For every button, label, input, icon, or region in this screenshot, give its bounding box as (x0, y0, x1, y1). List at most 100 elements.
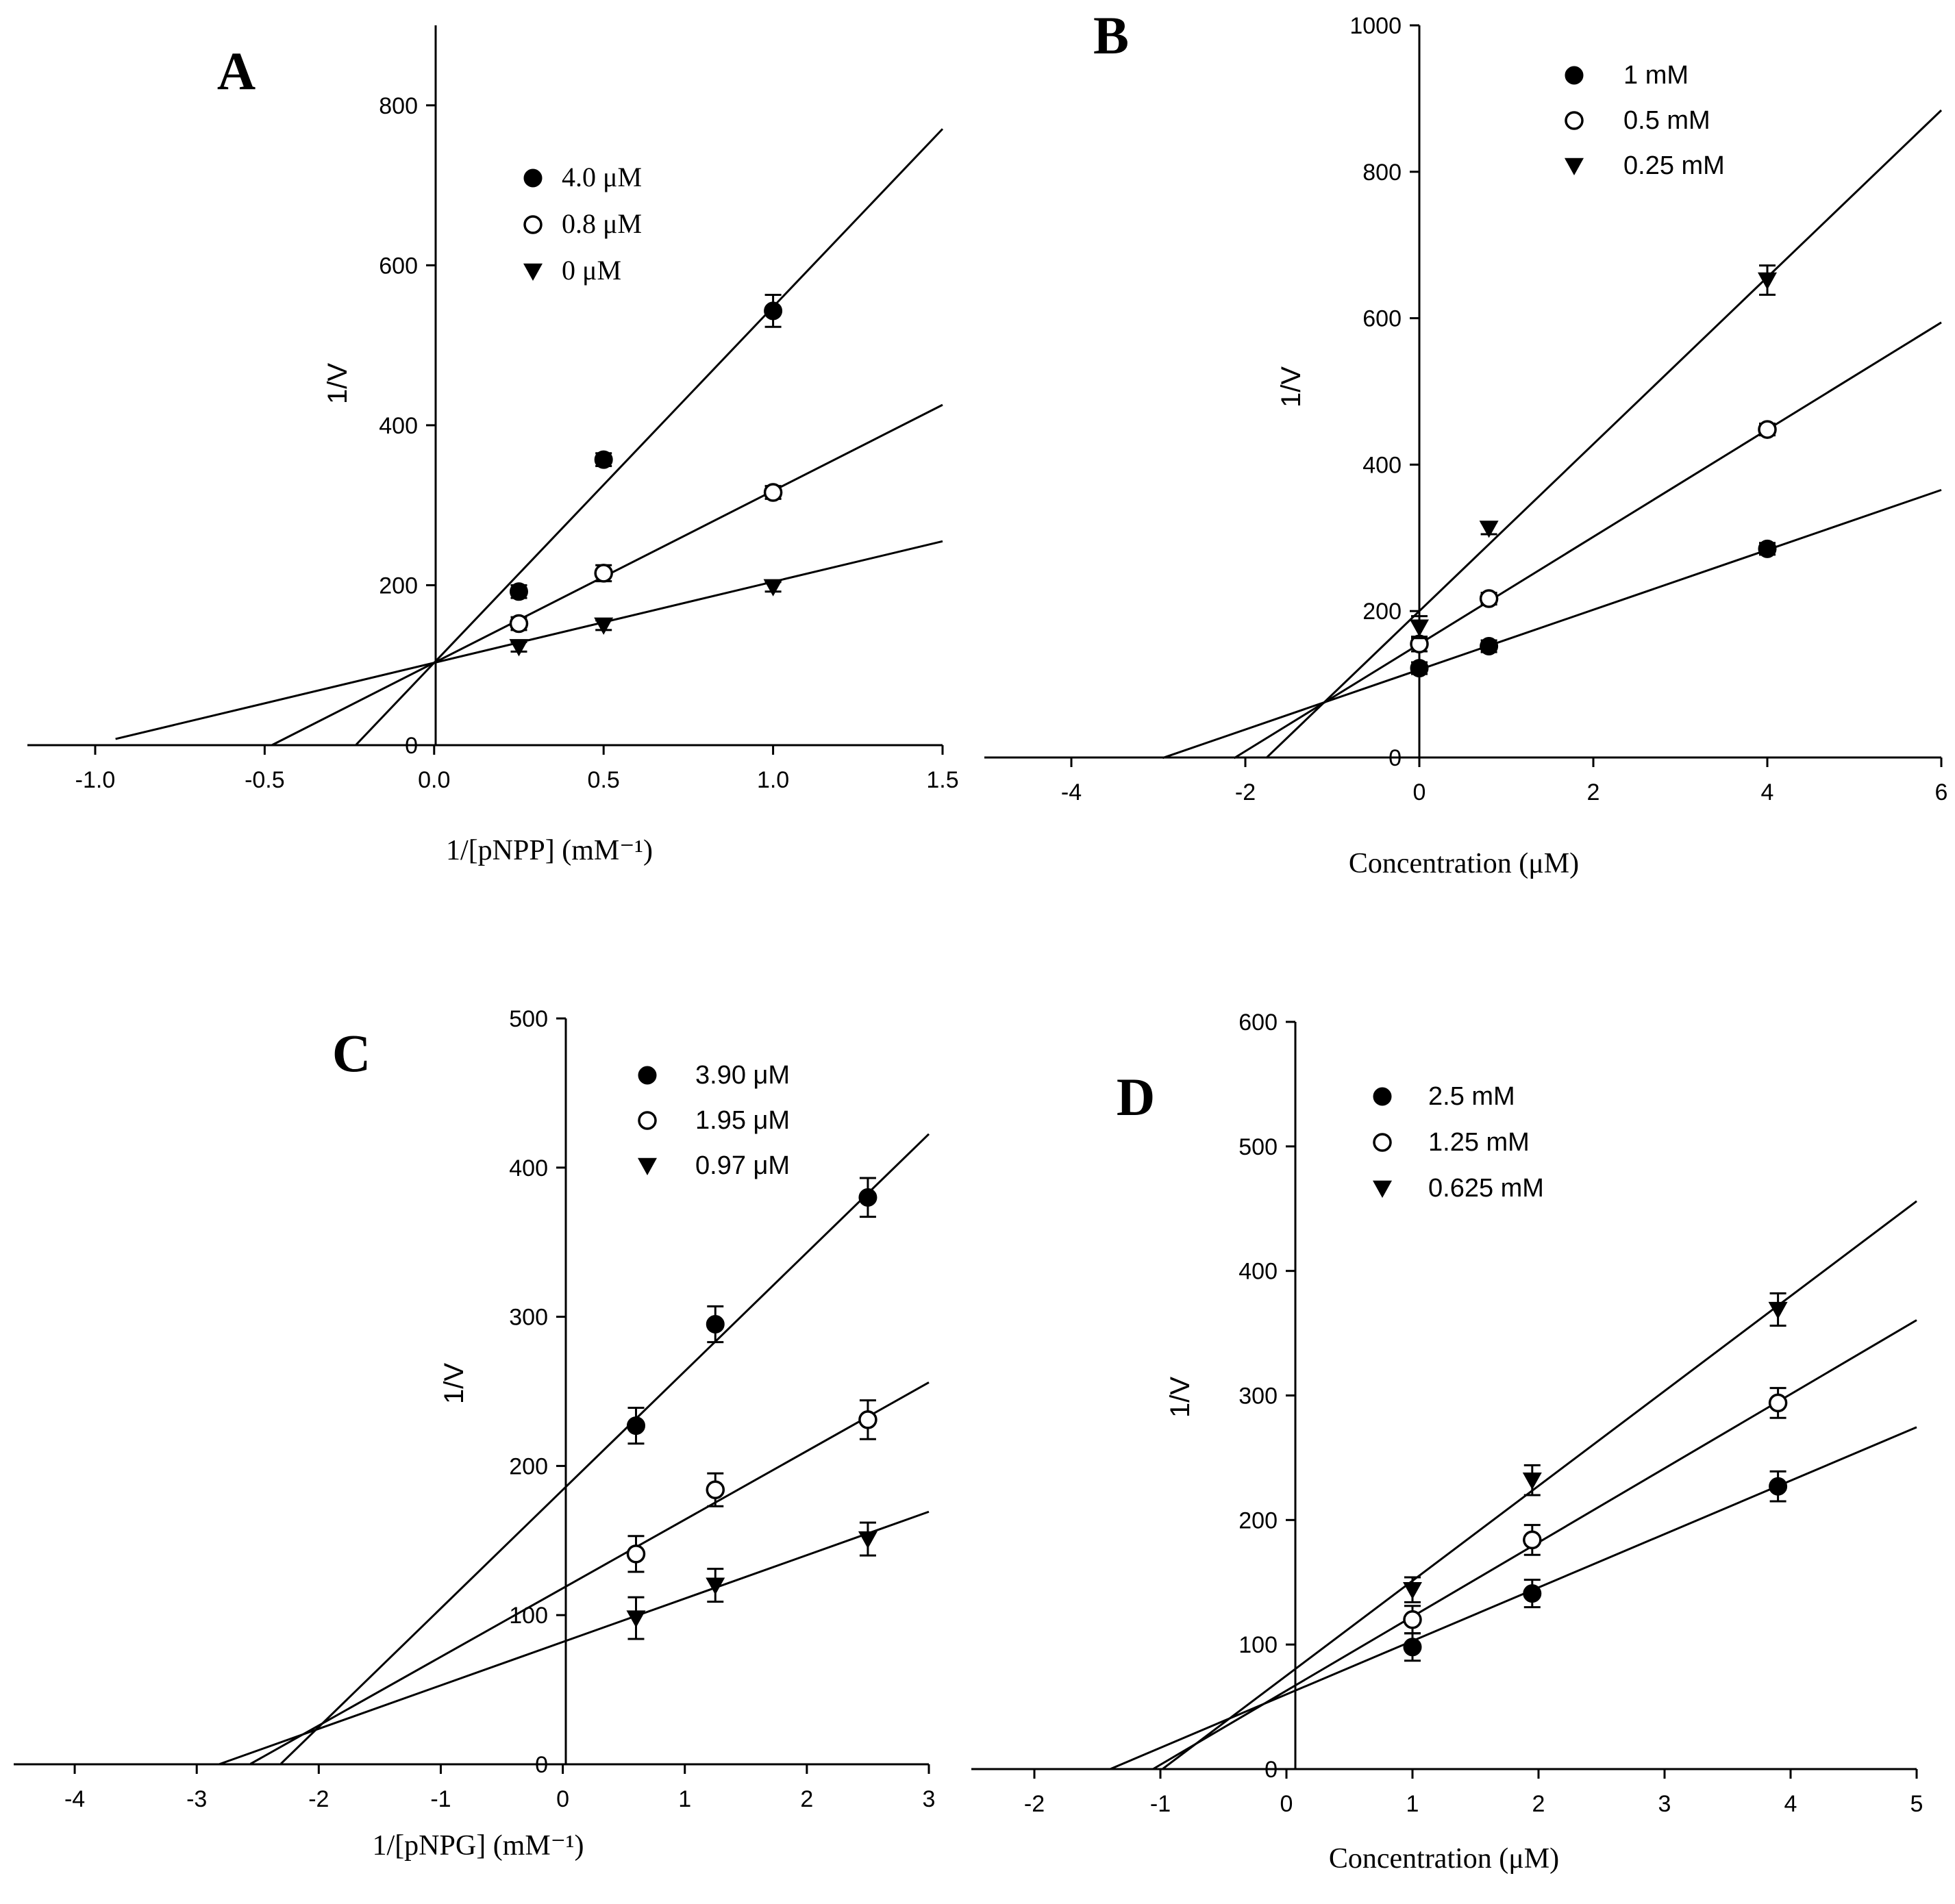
y-tick-label: 0 (535, 1752, 548, 1778)
y-tick-label: 300 (1238, 1383, 1278, 1410)
data-point (1768, 1301, 1788, 1320)
y-axis-title: 1/V (439, 1363, 469, 1404)
x-axis-title: 1/[pNPP] (mM⁻¹) (446, 835, 653, 866)
data-point (858, 1531, 877, 1549)
series-2: 0.8 μM (271, 208, 943, 747)
series-1: 3.90 μM (280, 1061, 930, 1765)
x-tick-label: -2 (1024, 1791, 1045, 1817)
y-tick-label: 800 (1362, 160, 1402, 186)
data-point (1758, 420, 1777, 439)
fit-line (280, 1133, 930, 1765)
data-point (1758, 539, 1777, 558)
series-1: 4.0 μM (355, 128, 944, 746)
panel-D: -2 -1 0 1 2 3 4 5 0 100 200 300 400 500 600 Concentrati… (971, 1010, 1923, 1875)
fit-line (115, 540, 943, 740)
data-point (858, 1410, 877, 1429)
panel-letter: B (1093, 5, 1129, 65)
x-tick-label: 2 (800, 1786, 813, 1812)
x-tick-label: -2 (1235, 779, 1256, 805)
x-tick-label: 1.5 (926, 767, 958, 793)
data-point (594, 617, 614, 635)
y-tick-label: 500 (1238, 1134, 1278, 1160)
y-tick-label: 400 (1238, 1259, 1278, 1285)
legend-label: 3.90 μM (695, 1061, 790, 1090)
x-tick-label: 4 (1784, 1791, 1797, 1817)
x-tick-label: 1 (678, 1786, 691, 1812)
x-tick-label: -1 (430, 1786, 451, 1812)
legend-label: 2.5 mM (1428, 1082, 1515, 1111)
data-point (764, 301, 783, 321)
panel-letter: D (1117, 1067, 1155, 1127)
x-tick-label: 3 (923, 1786, 936, 1812)
y-tick-label: 200 (1362, 599, 1402, 625)
data-point (1523, 1530, 1542, 1550)
data-point (594, 450, 613, 469)
x-tick-label: -3 (186, 1786, 207, 1812)
legend-marker (1565, 66, 1584, 85)
legend-marker (1565, 111, 1584, 130)
data-point (1768, 1393, 1788, 1413)
data-point (1410, 619, 1429, 637)
data-point (509, 614, 529, 634)
data-point (763, 483, 783, 502)
data-point (1403, 1610, 1422, 1629)
series-1: 1 mM (1162, 61, 1942, 760)
data-point (706, 1480, 725, 1499)
y-tick-label: 200 (1238, 1507, 1278, 1533)
legend-label: 0.5 mM (1623, 106, 1710, 135)
data-point (706, 1577, 725, 1595)
y-axis-title: 1/V (323, 363, 353, 404)
y-tick-label: 200 (509, 1453, 548, 1479)
legend-marker (1565, 158, 1584, 175)
series-3: 0 μM (115, 255, 943, 740)
series-3: 0.25 mM (1265, 109, 1943, 759)
x-tick-label: 6 (1935, 779, 1948, 805)
data-point (509, 639, 529, 657)
series-3: 0.625 mM (1162, 1174, 1917, 1770)
x-tick-label: 0 (1280, 1791, 1293, 1817)
legend-label: 1 mM (1623, 61, 1689, 90)
x-tick-label: 3 (1658, 1791, 1671, 1817)
fit-line (249, 1381, 930, 1765)
legend-label: 1.25 mM (1428, 1128, 1530, 1157)
legend-marker (638, 1066, 657, 1085)
data-point (594, 564, 613, 583)
data-point (1403, 1581, 1422, 1600)
x-tick-label: 0.0 (418, 767, 450, 793)
panel-letter: C (332, 1023, 371, 1083)
data-point (1479, 521, 1499, 538)
y-axis-title: 1/V (1165, 1377, 1195, 1418)
legend-label: 0.625 mM (1428, 1174, 1544, 1203)
x-tick-label: -2 (308, 1786, 329, 1812)
fit-line (1162, 488, 1942, 760)
data-point (626, 1544, 646, 1564)
legend-label: 0 μM (562, 255, 621, 286)
legend-label: 0.97 μM (695, 1151, 790, 1180)
data-point (1480, 637, 1499, 656)
panel-letter: A (217, 41, 256, 101)
data-point (1769, 1477, 1788, 1496)
series-2: 0.5 mM (1233, 106, 1942, 760)
legend-label: 1.95 μM (695, 1106, 790, 1135)
series-2: 1.25 mM (1152, 1128, 1917, 1770)
legend-marker (638, 1157, 657, 1175)
x-tick-label: 4 (1761, 779, 1774, 805)
legend-marker (523, 215, 543, 234)
legend-marker (1373, 1087, 1392, 1106)
series-1: 2.5 mM (1109, 1082, 1917, 1770)
y-tick-label: 300 (509, 1305, 548, 1331)
y-tick-label: 0 (405, 733, 418, 759)
legend-marker (1373, 1133, 1392, 1152)
x-tick-label: -0.5 (245, 767, 285, 793)
legend-label: 4.0 μM (562, 162, 642, 192)
y-tick-label: 400 (1362, 452, 1402, 478)
x-tick-label: 1.0 (757, 767, 789, 793)
x-tick-label: -4 (64, 1786, 85, 1812)
y-tick-label: 600 (1238, 1010, 1278, 1036)
fit-line (355, 128, 944, 746)
fit-line (218, 1510, 930, 1766)
x-axis-title: 1/[pNPG] (mM⁻¹) (373, 1830, 584, 1862)
x-tick-label: -4 (1061, 779, 1082, 805)
y-axis-title: 1/V (1276, 366, 1306, 408)
